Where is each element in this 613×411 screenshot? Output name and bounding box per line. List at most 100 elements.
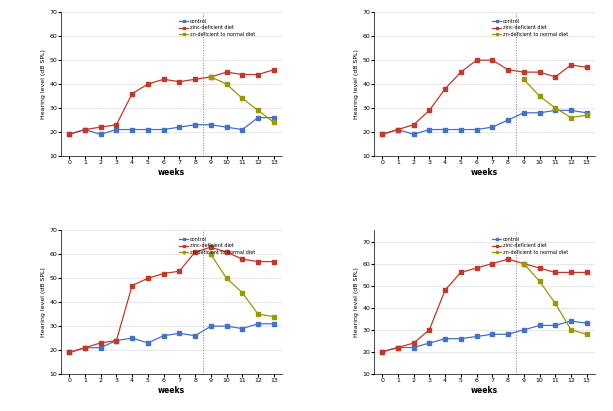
control: [583, 321, 590, 326]
Line: control: control: [67, 322, 275, 354]
zinc-deficient diet: [457, 70, 465, 75]
zinc-deficient diet: [489, 58, 496, 62]
zinc-deficient diet: [489, 261, 496, 266]
control: [191, 122, 199, 127]
zinc-deficient diet: [410, 122, 417, 127]
control: [113, 127, 120, 132]
zn-deficient to normal diet: [254, 312, 262, 316]
zinc-deficient diet: [176, 79, 183, 84]
zinc-deficient diet: [66, 350, 73, 355]
zinc-deficient diet: [238, 72, 246, 77]
zinc-deficient diet: [473, 266, 480, 270]
control: [254, 321, 262, 326]
control: [394, 127, 402, 132]
zinc-deficient diet: [113, 338, 120, 343]
zn-deficient to normal diet: [567, 115, 574, 120]
control: [82, 345, 89, 350]
zinc-deficient diet: [207, 245, 215, 250]
control: [378, 349, 386, 354]
zinc-deficient diet: [191, 249, 199, 254]
zinc-deficient diet: [425, 328, 433, 332]
Legend: control, zinc-deficient diet, zn-deficient to normal diet: control, zinc-deficient diet, zn-deficie…: [491, 236, 569, 256]
zinc-deficient diet: [583, 270, 590, 275]
Line: zinc-deficient diet: zinc-deficient diet: [67, 68, 275, 136]
control: [567, 108, 574, 113]
zn-deficient to normal diet: [207, 252, 215, 257]
zn-deficient to normal diet: [536, 279, 543, 284]
zn-deficient to normal diet: [223, 82, 230, 87]
zinc-deficient diet: [567, 270, 574, 275]
control: [489, 332, 496, 337]
zinc-deficient diet: [425, 108, 433, 113]
zinc-deficient diet: [520, 261, 527, 266]
zinc-deficient diet: [583, 65, 590, 70]
control: [441, 127, 449, 132]
control: [504, 118, 512, 122]
zinc-deficient diet: [536, 70, 543, 75]
control: [191, 333, 199, 338]
zn-deficient to normal diet: [238, 96, 246, 101]
control: [160, 127, 167, 132]
zinc-deficient diet: [410, 341, 417, 346]
control: [473, 334, 480, 339]
control: [552, 108, 559, 113]
control: [489, 125, 496, 129]
zn-deficient to normal diet: [238, 290, 246, 295]
control: [97, 345, 104, 350]
zinc-deficient diet: [567, 62, 574, 67]
zinc-deficient diet: [113, 122, 120, 127]
control: [129, 127, 136, 132]
Line: zn-deficient to normal diet: zn-deficient to normal diet: [209, 75, 275, 124]
control: [567, 319, 574, 323]
control: [520, 110, 527, 115]
zn-deficient to normal diet: [583, 332, 590, 337]
control: [238, 127, 246, 132]
control: [223, 125, 230, 129]
control: [254, 115, 262, 120]
Y-axis label: Hearing level (dB SPL): Hearing level (dB SPL): [42, 267, 47, 337]
zn-deficient to normal diet: [520, 261, 527, 266]
Line: zn-deficient to normal diet: zn-deficient to normal diet: [209, 253, 275, 319]
Line: control: control: [381, 109, 588, 136]
zn-deficient to normal diet: [520, 77, 527, 82]
X-axis label: weeks: weeks: [471, 386, 498, 395]
zinc-deficient diet: [207, 74, 215, 79]
zinc-deficient diet: [176, 269, 183, 274]
control: [207, 324, 215, 329]
zinc-deficient diet: [144, 276, 151, 281]
Legend: control, zinc-deficient diet, zn-deficient to normal diet: control, zinc-deficient diet, zn-deficie…: [178, 18, 256, 38]
control: [504, 332, 512, 337]
control: [97, 132, 104, 137]
zn-deficient to normal diet: [583, 113, 590, 118]
control: [425, 127, 433, 132]
zinc-deficient diet: [144, 82, 151, 87]
control: [270, 115, 278, 120]
control: [66, 350, 73, 355]
zn-deficient to normal diet: [567, 328, 574, 332]
X-axis label: weeks: weeks: [158, 386, 185, 395]
Line: control: control: [67, 116, 275, 136]
Line: zn-deficient to normal diet: zn-deficient to normal diet: [522, 78, 588, 119]
Line: zinc-deficient diet: zinc-deficient diet: [67, 245, 275, 354]
zinc-deficient diet: [504, 257, 512, 262]
control: [457, 336, 465, 341]
Legend: control, zinc-deficient diet, zn-deficient to normal diet: control, zinc-deficient diet, zn-deficie…: [491, 18, 569, 38]
zn-deficient to normal diet: [223, 276, 230, 281]
zinc-deficient diet: [536, 266, 543, 270]
zinc-deficient diet: [457, 270, 465, 275]
Line: zn-deficient to normal diet: zn-deficient to normal diet: [522, 262, 588, 336]
Y-axis label: Hearing level (dB SPL): Hearing level (dB SPL): [354, 49, 359, 119]
zinc-deficient diet: [394, 127, 402, 132]
zinc-deficient diet: [191, 77, 199, 82]
zinc-deficient diet: [66, 132, 73, 137]
zinc-deficient diet: [504, 67, 512, 72]
control: [394, 345, 402, 350]
control: [425, 341, 433, 346]
control: [113, 338, 120, 343]
X-axis label: weeks: weeks: [158, 168, 185, 177]
zinc-deficient diet: [394, 345, 402, 350]
Line: zinc-deficient diet: zinc-deficient diet: [381, 257, 588, 354]
X-axis label: weeks: weeks: [471, 168, 498, 177]
control: [82, 127, 89, 132]
zinc-deficient diet: [129, 91, 136, 96]
